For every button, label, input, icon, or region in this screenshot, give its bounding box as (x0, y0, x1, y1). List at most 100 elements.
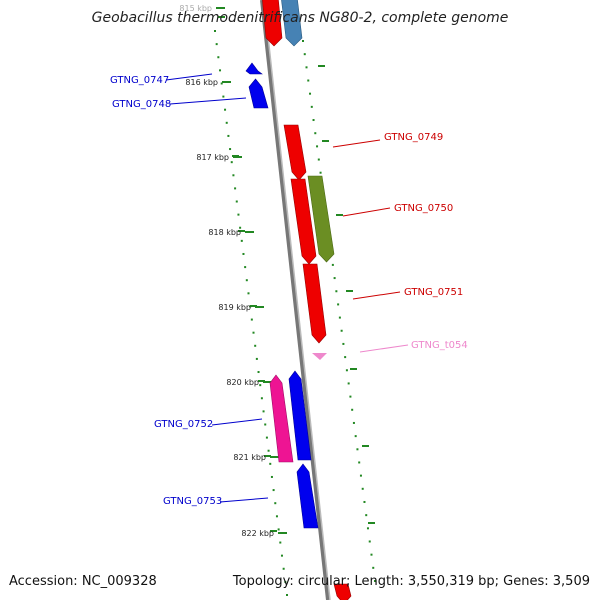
right-guide-dot (337, 303, 340, 306)
right-guide-dot (302, 40, 304, 42)
left-guide-dot (220, 82, 223, 85)
left-guide-dot (274, 502, 277, 505)
ruler-tick-label: 817 kbp (196, 153, 229, 162)
left-guide-dot (232, 174, 235, 177)
gene-label[interactable]: GTNG_0747 (110, 75, 169, 86)
right-guide-dot (361, 487, 364, 490)
left-guide-dot (267, 449, 270, 452)
left-guide-dot (239, 226, 242, 229)
gene-label[interactable]: GTNG_t054 (411, 340, 468, 351)
gene-label[interactable]: GTNG_0748 (112, 99, 171, 110)
left-guide-dot (235, 200, 238, 203)
gene-0753-block (296, 463, 319, 529)
right-guide-dot (312, 119, 315, 122)
backbone-line (260, 0, 330, 600)
left-guide-dot (237, 213, 240, 216)
right-guide-dot (344, 356, 347, 359)
gene-0750-block (290, 178, 317, 265)
left-guide-dot (270, 475, 273, 478)
right-guide-dot (319, 171, 322, 174)
right-guide-dot (356, 448, 359, 451)
right-guide-dot (338, 316, 341, 319)
ruler-tick-mark (255, 306, 264, 308)
gene-label-leader (342, 207, 391, 217)
left-guide-dot (250, 318, 253, 321)
left-guide-dot (242, 252, 245, 255)
gene-label[interactable]: GTNG_0749 (384, 132, 443, 143)
left-guide-dot (280, 554, 283, 557)
left-guide-dot (215, 43, 218, 46)
guide-dash (368, 522, 375, 524)
left-guide-dot (217, 56, 220, 59)
right-guide-dot (374, 580, 376, 582)
left-guide-dot (264, 423, 267, 426)
left-guide-dot (230, 161, 233, 164)
left-guide-dot (222, 95, 225, 98)
left-guide-dot (245, 279, 248, 282)
ruler-tick-label: 822 kbp (241, 529, 274, 538)
guide-dash (238, 230, 245, 232)
left-guide-dot (275, 515, 278, 518)
right-guide-dot (342, 342, 345, 345)
left-guide-dot (244, 266, 247, 269)
guide-dash (336, 214, 343, 216)
ruler-tick-mark (278, 532, 287, 534)
left-guide-dot (259, 384, 262, 387)
right-guide-dot (363, 500, 366, 503)
right-guide-dot (317, 158, 320, 161)
right-guide-dot (314, 132, 317, 135)
gene-label[interactable]: GTNG_0750 (394, 203, 453, 214)
right-guide-dot (349, 395, 352, 398)
gene-label[interactable]: GTNG_0753 (163, 496, 222, 507)
ruler-tick-mark (222, 81, 231, 83)
guide-dash (258, 380, 265, 382)
left-guide-dot (252, 331, 255, 334)
ruler-tick-mark (233, 156, 242, 158)
guide-dash (350, 368, 357, 370)
feature-magenta (269, 374, 294, 463)
guide-dash (346, 290, 353, 292)
left-guide-dot (272, 489, 275, 492)
left-guide-dot (229, 148, 232, 151)
accession-text: Accession: NC_009328 (9, 574, 157, 589)
left-guide-dot (277, 528, 280, 531)
guide-dash (322, 140, 329, 142)
feature-top-red (262, 0, 283, 47)
ruler-tick-label: 821 kbp (233, 453, 266, 462)
guide-dash (250, 305, 257, 307)
feature-olive (307, 175, 335, 263)
feature-top-blue (281, 0, 303, 47)
left-guide-dot (284, 580, 287, 583)
right-guide-dot (359, 474, 362, 477)
left-guide-dot (260, 397, 263, 400)
ruler-tick-label: 816 kbp (185, 78, 218, 87)
right-guide-dot (340, 329, 343, 332)
feature-bottom-red (333, 583, 352, 600)
right-guide-dot (365, 514, 368, 517)
right-guide-dot (372, 566, 375, 569)
left-guide-dot (225, 121, 228, 124)
right-guide-dot (358, 461, 361, 464)
left-guide-dot (227, 134, 230, 137)
genome-title: Geobacillus thermodenitrificans NG80-2, … (91, 10, 509, 26)
ruler-tick-label: 819 kbp (218, 303, 251, 312)
right-guide-dot (351, 408, 354, 411)
right-guide-dot (331, 263, 334, 266)
left-guide-dot (254, 344, 257, 347)
guide-dash (218, 16, 225, 18)
guide-dash (270, 530, 277, 532)
topology-text: Topology: circular; Length: 3,550,319 bp… (232, 574, 590, 589)
right-guide-dot (345, 369, 348, 372)
gene-label-leader (165, 73, 213, 81)
guide-dash (318, 65, 325, 67)
gene-label[interactable]: GTNG_0752 (154, 419, 213, 430)
ruler-tick-mark (263, 381, 272, 383)
gene-0749-block (283, 124, 307, 181)
left-guide-dot (224, 108, 227, 111)
right-guide-dot (368, 540, 371, 543)
gene-label[interactable]: GTNG_0751 (404, 287, 463, 298)
trna-arrow (312, 353, 327, 360)
left-guide-dot (286, 594, 288, 596)
